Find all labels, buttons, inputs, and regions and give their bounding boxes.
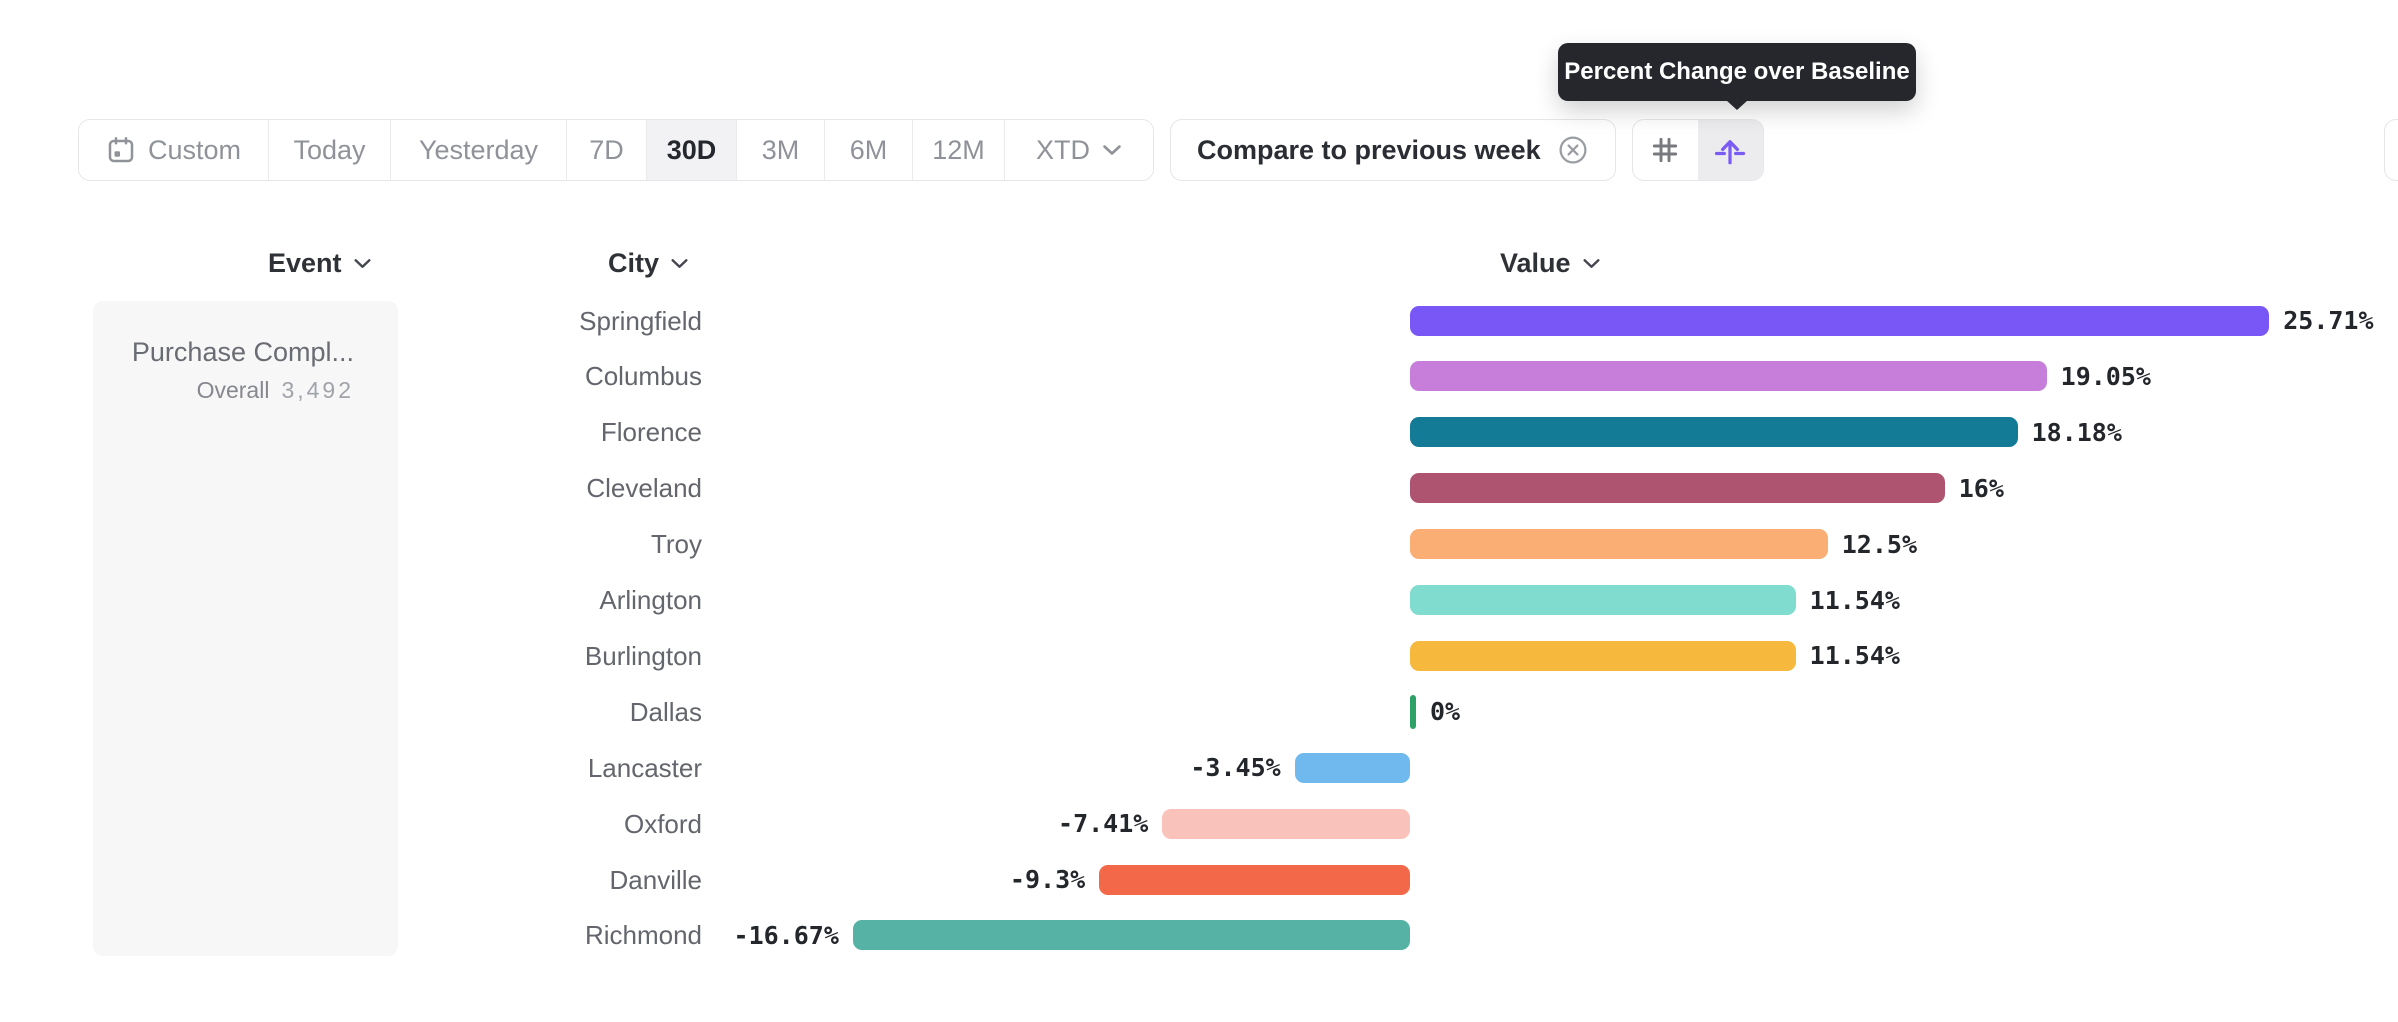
column-header-label: City [608, 247, 660, 278]
column-header-city[interactable]: City [608, 246, 689, 280]
bar-troy[interactable] [1410, 529, 1828, 560]
date-button-label: Today [293, 134, 366, 165]
calendar-icon [106, 135, 136, 165]
hash-grid-icon [1649, 134, 1681, 166]
chevron-down-icon [1582, 258, 1601, 269]
date-button-6m[interactable]: 6M [825, 120, 913, 180]
compare-chip-label: Compare to previous week [1197, 134, 1541, 165]
column-header-label: Value [1500, 247, 1571, 278]
bar-value-label: -16.67% [733, 920, 839, 950]
bar-columbus[interactable] [1410, 361, 2047, 392]
date-range-group: Custom Today Yesterday 7D 30D 3M 6M 12M … [78, 119, 1154, 181]
column-header-value[interactable]: Value [1500, 246, 1601, 280]
bar-cleveland[interactable] [1410, 473, 1945, 504]
date-button-7d[interactable]: 7D [567, 120, 647, 180]
bar-value-label: -9.3% [1009, 865, 1086, 894]
event-card-text: Purchase Compl... Overall 3,492 [132, 337, 354, 404]
bar-lancaster[interactable] [1294, 752, 1410, 783]
event-overall: Overall 3,492 [132, 377, 354, 404]
bar-value-label: 12.5% [1841, 529, 1918, 559]
event-overall-label: Overall [196, 377, 270, 403]
bar-dallas[interactable] [1410, 694, 1416, 729]
city-label: Troy [650, 529, 702, 560]
grid-view-button[interactable] [1633, 120, 1698, 180]
date-button-label: 7D [589, 134, 624, 165]
bar-value-label: 11.54% [1809, 585, 1900, 615]
chevron-down-icon [353, 258, 372, 269]
bar-danville[interactable] [1099, 864, 1410, 895]
date-button-label: 6M [849, 134, 888, 165]
city-label: Cleveland [586, 473, 702, 504]
bar-springfield[interactable] [1410, 305, 2270, 336]
bar-arlington[interactable] [1410, 585, 1796, 615]
bar-florence[interactable] [1410, 417, 2018, 448]
compare-chip[interactable]: Compare to previous week [1170, 119, 1616, 181]
date-button-today[interactable]: Today [269, 120, 391, 180]
city-label: Lancaster [587, 752, 702, 783]
arrow-up-from-baseline-icon [1713, 133, 1747, 167]
view-toggle-group [1631, 119, 1764, 181]
date-button-3m[interactable]: 3M [737, 120, 825, 180]
bar-value-label: -3.45% [1190, 753, 1281, 783]
date-button-yesterday[interactable]: Yesterday [391, 120, 567, 180]
city-label: Florence [600, 417, 702, 448]
toolbar: Custom Today Yesterday 7D 30D 3M 6M 12M … [78, 119, 1764, 181]
bar-value-label: 0% [1430, 697, 1461, 727]
bar-oxford[interactable] [1162, 808, 1410, 839]
close-circle-icon[interactable] [1557, 134, 1589, 166]
bar-value-label: 19.05% [2060, 361, 2151, 391]
date-button-label: 30D [666, 134, 717, 165]
bar-value-label: 11.54% [1809, 641, 1900, 671]
column-header-label: Event [268, 247, 342, 278]
city-label: Burlington [584, 640, 702, 671]
city-label: Springfield [579, 305, 702, 336]
event-name: Purchase Compl... [131, 337, 354, 367]
bar-burlington[interactable] [1410, 640, 1796, 671]
event-card[interactable]: Purchase Compl... Overall 3,492 [93, 301, 398, 956]
date-button-custom[interactable]: Custom [79, 120, 269, 180]
bar-value-label: -7.41% [1058, 809, 1149, 839]
city-label: Dallas [629, 696, 702, 727]
bar-value-label: 18.18% [2031, 417, 2122, 447]
city-label: Richmond [584, 920, 702, 951]
bar-value-label: 25.71% [2283, 306, 2374, 335]
chevron-down-icon [670, 258, 689, 269]
date-button-label: XTD [1036, 134, 1090, 165]
tooltip-text: Percent Change over Baseline [1564, 58, 1910, 85]
city-label: Danville [609, 864, 703, 895]
baseline-view-button[interactable] [1697, 120, 1763, 180]
event-overall-value: 3,492 [281, 377, 354, 403]
date-button-label: Yesterday [418, 134, 539, 165]
date-button-12m[interactable]: 12M [913, 120, 1005, 180]
city-label: Oxford [623, 808, 702, 839]
date-button-label: 3M [761, 134, 800, 165]
date-button-label: Custom [147, 134, 242, 165]
bar-value-label: 16% [1958, 473, 2004, 503]
column-header-event[interactable]: Event [268, 246, 372, 280]
date-button-label: 12M [932, 134, 985, 165]
date-button-xtd[interactable]: XTD [1005, 120, 1153, 180]
bar-richmond[interactable] [852, 920, 1410, 951]
city-label: Arlington [599, 585, 702, 615]
chevron-down-icon [1102, 144, 1122, 156]
date-button-30d[interactable]: 30D [647, 120, 737, 180]
tooltip-percent-change: Percent Change over Baseline [1558, 43, 1916, 110]
city-label: Columbus [584, 361, 702, 392]
